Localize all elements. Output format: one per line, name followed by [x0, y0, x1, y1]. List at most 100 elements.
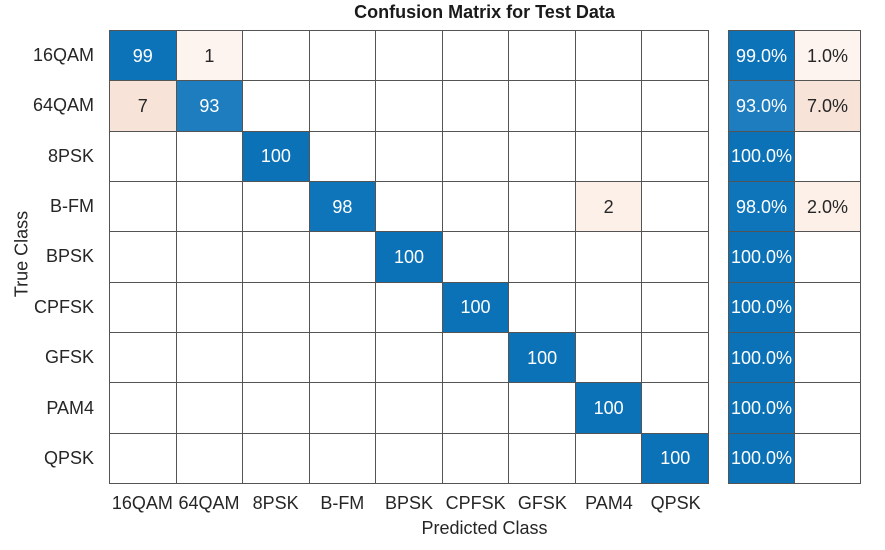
- matrix-cell-B-FM-B-FM: 98: [309, 181, 376, 232]
- matrix-cell-BPSK-QPSK: [642, 232, 708, 282]
- matrix-cell-GFSK-16QAM: [110, 332, 176, 383]
- matrix-cell-GFSK-QPSK: [642, 332, 708, 383]
- matrix-cell-64QAM-16QAM: 7: [110, 81, 176, 131]
- matrix-cell-64QAM-PAM4: [575, 81, 642, 131]
- confusion-matrix-grid: 99 1 7 93 100 98 2 100 100 100 100 100: [109, 30, 709, 484]
- row-summary-correct-8PSK: 100.0%: [729, 131, 794, 181]
- matrix-cell-PAM4-B-FM: [309, 383, 376, 433]
- matrix-cell-GFSK-8PSK: [243, 332, 309, 383]
- row-summary-incorrect-64QAM: 7.0%: [795, 81, 860, 131]
- matrix-cell-B-FM-8PSK: [243, 181, 309, 232]
- row-summary-correct-PAM4: 100.0%: [729, 383, 794, 433]
- x-tick-QPSK: QPSK: [650, 493, 701, 513]
- matrix-cell-64QAM-QPSK: [642, 81, 708, 131]
- matrix-cell-BPSK-16QAM: [110, 232, 176, 282]
- matrix-cell-BPSK-64QAM: [176, 232, 243, 282]
- matrix-cell-64QAM-CPFSK: [442, 81, 509, 131]
- matrix-cell-8PSK-16QAM: [110, 131, 176, 181]
- row-summary-incorrect-8PSK: [795, 131, 860, 181]
- y-tick-64QAM: 64QAM: [32, 95, 94, 116]
- matrix-cell-PAM4-CPFSK: [442, 383, 509, 433]
- matrix-cell-GFSK-CPFSK: [442, 332, 509, 383]
- matrix-cell-16QAM-16QAM: 99: [110, 31, 176, 81]
- row-summary-incorrect-PAM4: [795, 383, 860, 433]
- matrix-cell-8PSK-PAM4: [575, 131, 642, 181]
- y-tick-PAM4: PAM4: [46, 397, 94, 418]
- row-summary-incorrect-CPFSK: [795, 282, 860, 332]
- matrix-cell-CPFSK-B-FM: [309, 282, 376, 332]
- matrix-cell-64QAM-B-FM: [309, 81, 376, 131]
- x-tick-PAM4: PAM4: [585, 493, 633, 513]
- matrix-cell-8PSK-64QAM: [176, 131, 243, 181]
- x-tick-16QAM: 16QAM: [111, 493, 173, 513]
- matrix-cell-QPSK-64QAM: [176, 433, 243, 483]
- matrix-cell-16QAM-PAM4: [575, 31, 642, 81]
- matrix-cell-QPSK-QPSK: 100: [642, 433, 708, 483]
- matrix-cell-GFSK-PAM4: [575, 332, 642, 383]
- x-tick-CPFSK: CPFSK: [445, 493, 506, 513]
- matrix-cell-8PSK-8PSK: 100: [243, 131, 309, 181]
- matrix-cell-CPFSK-GFSK: [509, 282, 575, 332]
- matrix-cell-PAM4-GFSK: [509, 383, 575, 433]
- matrix-cell-QPSK-B-FM: [309, 433, 376, 483]
- matrix-cell-QPSK-16QAM: [110, 433, 176, 483]
- y-tick-QPSK: QPSK: [43, 448, 94, 469]
- matrix-cell-GFSK-64QAM: [176, 332, 243, 383]
- matrix-cell-64QAM-GFSK: [509, 81, 575, 131]
- row-summary-correct-GFSK: 100.0%: [729, 332, 794, 383]
- row-summary-correct-64QAM: 93.0%: [729, 81, 794, 131]
- x-tick-labels: 16QAM 64QAM 8PSK B-FM BPSK CPFSK GFSK PAM4 QPSK: [109, 492, 709, 514]
- row-summary-incorrect-16QAM: 1.0%: [795, 31, 860, 81]
- matrix-cell-B-FM-PAM4: 2: [575, 181, 642, 232]
- matrix-cell-8PSK-BPSK: [376, 131, 442, 181]
- y-tick-BPSK: BPSK: [45, 246, 94, 267]
- matrix-cell-PAM4-QPSK: [642, 383, 708, 433]
- y-tick-16QAM: 16QAM: [32, 44, 94, 65]
- row-summary-incorrect-QPSK: [795, 433, 860, 483]
- y-tick-B-FM: B-FM: [50, 196, 94, 217]
- x-tick-8PSK: 8PSK: [252, 493, 299, 513]
- x-axis-label: Predicted Class: [421, 518, 548, 538]
- matrix-cell-PAM4-BPSK: [376, 383, 442, 433]
- row-summary-grid: 99.0% 1.0% 93.0% 7.0% 100.0% 98.0% 2.0% 100.0% 1…: [728, 30, 861, 484]
- matrix-cell-QPSK-BPSK: [376, 433, 442, 483]
- row-summary-correct-BPSK: 100.0%: [729, 232, 794, 282]
- y-tick-8PSK: 8PSK: [47, 145, 94, 166]
- matrix-cell-BPSK-GFSK: [509, 232, 575, 282]
- matrix-cell-GFSK-GFSK: 100: [509, 332, 575, 383]
- x-tick-GFSK: GFSK: [517, 493, 567, 513]
- matrix-cell-QPSK-GFSK: [509, 433, 575, 483]
- x-tick-64QAM: 64QAM: [178, 493, 240, 513]
- matrix-cell-16QAM-8PSK: [243, 31, 309, 81]
- x-tick-B-FM: B-FM: [320, 493, 365, 513]
- matrix-cell-PAM4-8PSK: [243, 383, 309, 433]
- x-tick-BPSK: BPSK: [384, 493, 433, 513]
- matrix-cell-GFSK-B-FM: [309, 332, 376, 383]
- matrix-cell-QPSK-PAM4: [575, 433, 642, 483]
- matrix-cell-8PSK-GFSK: [509, 131, 575, 181]
- y-tick-labels: 16QAM 64QAM 8PSK B-FM BPSK CPFSK GFSK PAM4 QPSK: [0, 30, 102, 484]
- matrix-cell-PAM4-16QAM: [110, 383, 176, 433]
- matrix-cell-CPFSK-BPSK: [376, 282, 442, 332]
- matrix-cell-CPFSK-CPFSK: 100: [442, 282, 509, 332]
- row-summary-correct-B-FM: 98.0%: [729, 181, 794, 232]
- matrix-cell-QPSK-8PSK: [243, 433, 309, 483]
- matrix-cell-B-FM-16QAM: [110, 181, 176, 232]
- matrix-cell-CPFSK-8PSK: [243, 282, 309, 332]
- matrix-cell-BPSK-BPSK: 100: [376, 232, 442, 282]
- matrix-cell-64QAM-8PSK: [243, 81, 309, 131]
- matrix-cell-BPSK-PAM4: [575, 232, 642, 282]
- matrix-cell-16QAM-GFSK: [509, 31, 575, 81]
- matrix-cell-B-FM-QPSK: [642, 181, 708, 232]
- matrix-cell-16QAM-BPSK: [376, 31, 442, 81]
- row-summary-correct-QPSK: 100.0%: [729, 433, 794, 483]
- matrix-cell-8PSK-QPSK: [642, 131, 708, 181]
- matrix-cell-16QAM-64QAM: 1: [176, 31, 243, 81]
- matrix-cell-B-FM-64QAM: [176, 181, 243, 232]
- chart-title: Confusion Matrix for Test Data: [354, 2, 615, 22]
- matrix-cell-16QAM-CPFSK: [442, 31, 509, 81]
- matrix-cell-16QAM-QPSK: [642, 31, 708, 81]
- matrix-cell-64QAM-64QAM: 93: [176, 81, 243, 131]
- row-summary-incorrect-BPSK: [795, 232, 860, 282]
